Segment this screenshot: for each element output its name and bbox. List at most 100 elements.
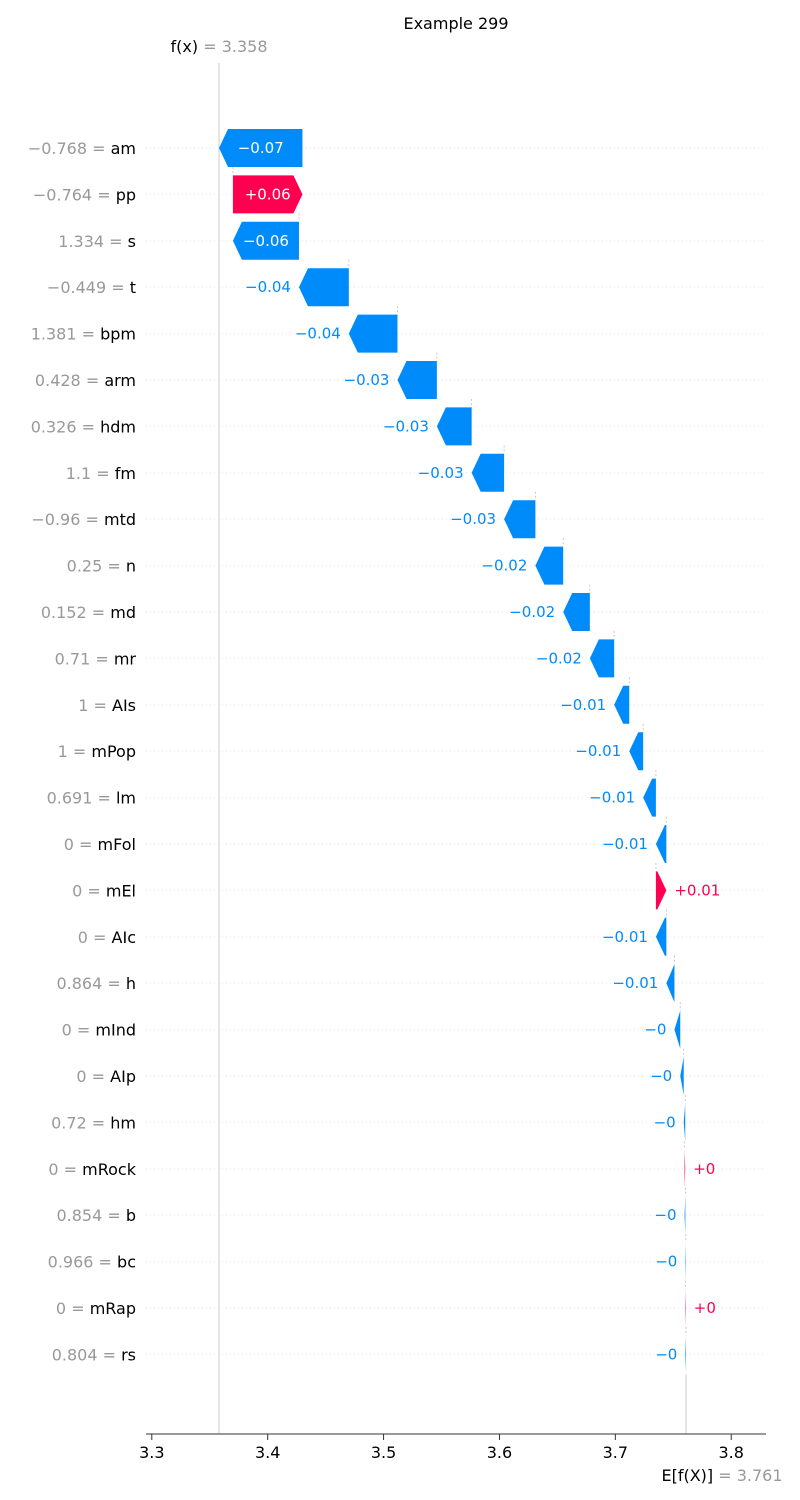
bar-h — [666, 964, 675, 1003]
bar-md — [563, 593, 590, 631]
feature-value: 1 = — [78, 696, 112, 715]
bar-hdm — [436, 407, 472, 446]
feature-label: 0 = AIc — [78, 928, 136, 947]
feature-label: −0.96 = mtd — [31, 510, 136, 529]
efx-label: E[f(X)] = 3.761 — [661, 1466, 782, 1485]
bar-label: −0.01 — [602, 928, 648, 946]
feature-label: 0.854 = b — [56, 1206, 136, 1225]
feature-label: 0 = mFol — [64, 835, 136, 854]
feature-name: mr — [114, 649, 137, 668]
bar-mFol — [655, 825, 667, 863]
feature-label: 0.326 = hdm — [31, 417, 136, 436]
bar-pp — [232, 175, 303, 214]
feature-label: 0 = mEl — [72, 881, 136, 900]
x-tick-label: 3.7 — [603, 1443, 628, 1462]
bar-label: −0.01 — [602, 835, 648, 853]
feature-value: 0.71 = — [55, 649, 114, 668]
feature-name: bpm — [100, 325, 136, 344]
feature-value: 0.804 = — [52, 1345, 121, 1364]
bar-s — [232, 221, 299, 260]
feature-value: 1.334 = — [58, 232, 127, 251]
bar-mInd — [674, 1010, 681, 1049]
fx-label: f(x) = 3.358 — [171, 37, 268, 56]
feature-name: b — [126, 1206, 136, 1225]
feature-label: 0 = AIp — [76, 1067, 136, 1086]
feature-name: mPop — [91, 742, 136, 761]
bars: −0.07 +0.06 −0.06 −0.04 −0.04 −0.03 −0.03 −0.03… — [219, 129, 720, 1374]
feature-labels: −0.768 = am −0.764 = pp 1.334 = s −0.449 = … — [28, 139, 137, 1364]
feature-value: 0 = — [56, 1299, 90, 1318]
feature-value: 0.25 = — [67, 557, 126, 576]
feature-label: 1 = mPop — [58, 742, 136, 761]
bar-t — [298, 268, 349, 307]
gridlines — [146, 147, 766, 1355]
feature-label: −0.449 = t — [47, 278, 136, 297]
feature-value: 0.864 = — [56, 974, 125, 993]
bar-bpm — [348, 314, 398, 353]
feature-label: −0.768 = am — [28, 139, 136, 158]
feature-value: 0 = — [72, 881, 106, 900]
bar-label: −0.01 — [589, 789, 635, 807]
feature-label: 1.334 = s — [58, 232, 136, 251]
bar-arm — [397, 361, 437, 399]
feature-name: AIs — [112, 696, 136, 715]
feature-value: 0 = — [64, 835, 98, 854]
bar-label: −0.02 — [509, 603, 555, 621]
bar-label: −0 — [644, 1021, 666, 1039]
feature-value: −0.764 = — [33, 185, 116, 204]
feature-value: 0.152 = — [41, 603, 110, 622]
x-tick-label: 3.5 — [371, 1443, 396, 1462]
feature-label: 1.381 = bpm — [31, 325, 136, 344]
feature-value: −0.768 = — [28, 139, 111, 158]
bar-label: −0.02 — [536, 649, 582, 667]
bar-label: −0.01 — [612, 974, 658, 992]
bar-mr — [589, 639, 615, 678]
feature-value: 0.428 = — [35, 371, 104, 390]
feature-value: 1 = — [58, 742, 92, 761]
bar-label: −0.03 — [383, 417, 429, 435]
bar-AIs — [614, 685, 630, 724]
feature-label: 0.804 = rs — [52, 1345, 136, 1364]
feature-name: s — [128, 232, 136, 251]
feature-name: mEl — [106, 881, 136, 900]
feature-label: 0.152 = md — [41, 603, 136, 622]
bar-label: −0.06 — [243, 232, 289, 250]
feature-label: 1 = AIs — [78, 696, 136, 715]
bar-mRock — [684, 1149, 686, 1188]
bar-label: +0.06 — [245, 185, 291, 203]
feature-label: 0.966 = bc — [48, 1253, 136, 1272]
chart-title: Example 299 — [403, 14, 508, 33]
feature-label: 0 = mRock — [48, 1160, 136, 1179]
feature-value: 0 = — [62, 1021, 96, 1040]
bar-b — [684, 1196, 686, 1235]
bar-mtd — [504, 500, 536, 539]
feature-value: 1.381 = — [31, 325, 100, 344]
feature-value: 1.1 = — [66, 464, 115, 483]
feature-value: −0.449 = — [47, 278, 130, 297]
feature-value: 0.691 = — [47, 789, 116, 808]
feature-value: 0.326 = — [31, 417, 100, 436]
feature-label: 0.71 = mr — [55, 649, 137, 668]
bar-label: −0 — [655, 1345, 677, 1363]
x-tick-label: 3.3 — [139, 1443, 164, 1462]
feature-name: AIp — [110, 1067, 136, 1086]
bar-label: −0 — [654, 1206, 676, 1224]
feature-name: n — [126, 557, 136, 576]
x-axis: 3.3 3.4 3.5 3.6 3.7 3.8 — [139, 1433, 766, 1462]
bar-fm — [471, 453, 505, 492]
feature-name: t — [130, 278, 136, 297]
feature-value: 0 = — [78, 928, 112, 947]
bar-label: −0 — [655, 1253, 677, 1271]
feature-label: 1.1 = fm — [66, 464, 136, 483]
bar-label: +0 — [693, 1160, 715, 1178]
feature-name: bc — [117, 1253, 136, 1272]
bar-rs — [685, 1335, 687, 1374]
bar-label: −0 — [650, 1067, 672, 1085]
feature-label: 0.691 = lm — [47, 789, 136, 808]
feature-name: h — [126, 974, 136, 993]
feature-name: rs — [121, 1345, 136, 1364]
x-tick-label: 3.4 — [255, 1443, 280, 1462]
feature-label: 0.864 = h — [56, 974, 136, 993]
feature-value: 0.966 = — [48, 1253, 117, 1272]
